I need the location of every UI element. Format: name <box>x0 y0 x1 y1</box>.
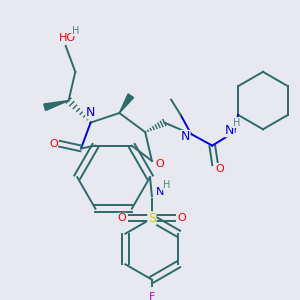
Polygon shape <box>119 94 134 113</box>
Polygon shape <box>44 100 69 110</box>
Text: N: N <box>225 124 234 137</box>
Text: O: O <box>118 213 127 223</box>
Text: N: N <box>181 130 190 143</box>
Text: N: N <box>155 187 164 196</box>
Text: O: O <box>49 139 58 148</box>
Text: O: O <box>177 213 186 223</box>
Text: O: O <box>215 164 224 173</box>
Text: O: O <box>155 159 164 169</box>
Text: S: S <box>148 212 156 225</box>
Text: F: F <box>149 292 155 300</box>
Text: H: H <box>72 26 79 36</box>
Text: HO: HO <box>59 33 76 43</box>
Text: N: N <box>86 106 95 119</box>
Text: H: H <box>232 118 240 128</box>
Text: H: H <box>163 180 170 190</box>
